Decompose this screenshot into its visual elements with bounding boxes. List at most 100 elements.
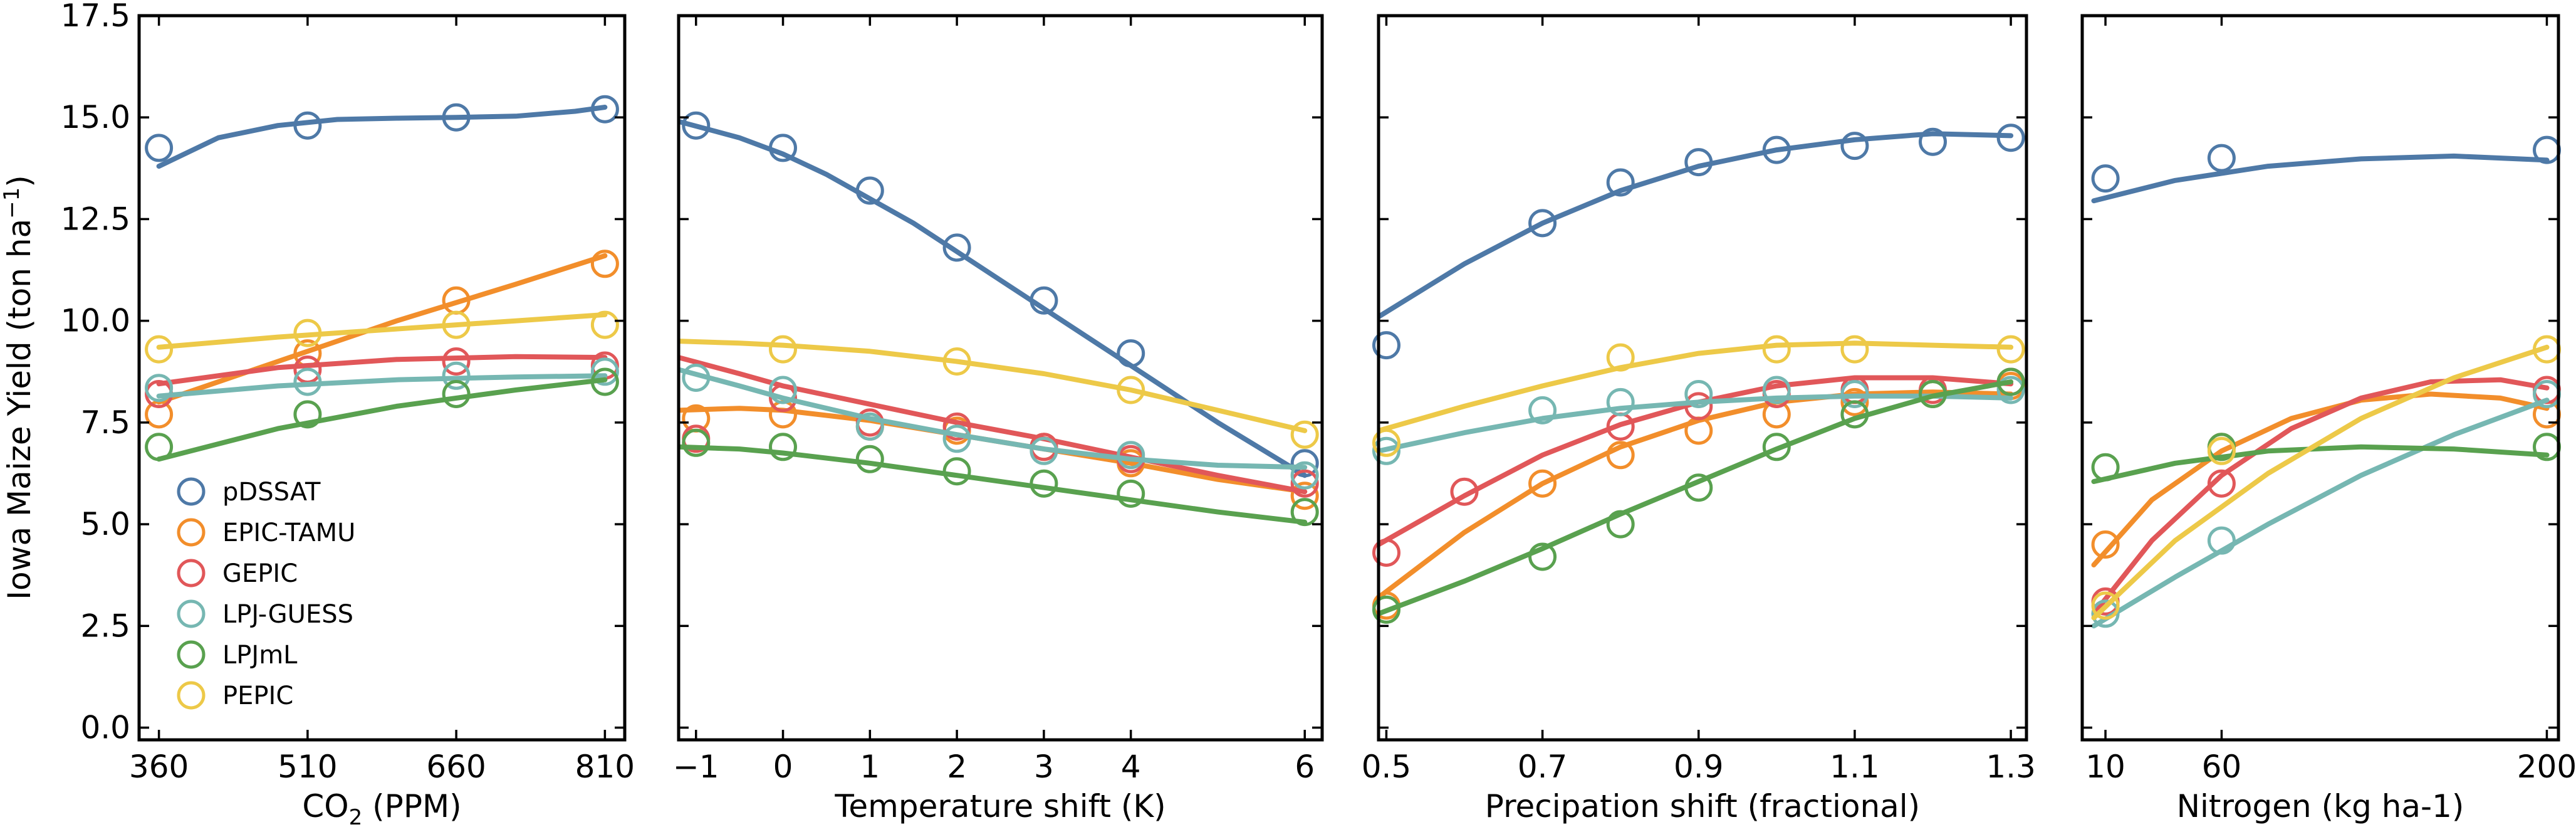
panel-precipitation: 0.5 0.7 0.9 1.1 1.3 Precipation shift (fracti… — [1362, 14, 2036, 824]
data-point-lpjml — [2091, 453, 2120, 482]
data-point-lpj-guess — [769, 376, 797, 404]
fit-line-lpj-guess — [2091, 398, 2550, 629]
data-point-lpjml — [1762, 433, 1791, 461]
data-point-pepic — [2207, 436, 2236, 465]
legend-label: GEPIC — [222, 559, 298, 588]
data-point-lpjml — [1996, 367, 2025, 396]
y-tick-label: 7.5 — [80, 404, 130, 441]
data-point-pepic — [2091, 591, 2120, 620]
legend-label: EPIC-TAMU — [222, 519, 355, 547]
data-point-pepic — [1840, 335, 1869, 364]
data-point-gepic — [769, 384, 797, 413]
data-point-pdssat — [1117, 339, 1145, 368]
y-tick-label: 12.5 — [61, 201, 130, 237]
data-point-lpjml — [855, 445, 884, 473]
data-point-epic-tamu — [1290, 482, 1319, 510]
data-point-epic-tamu — [1528, 469, 1557, 498]
x-axis-title: Nitrogen (kg ha-1) — [2177, 788, 2464, 824]
data-point-pdssat — [1684, 148, 1713, 177]
x-tick-label: 1.1 — [1830, 749, 1880, 785]
y-tick-label: 2.5 — [80, 608, 130, 644]
data-point-epic-tamu — [590, 250, 619, 278]
data-point-lpjml — [942, 457, 971, 486]
legend-marker — [177, 681, 206, 710]
plot-frame — [2080, 14, 2560, 742]
x-tick-label: 2 — [947, 749, 967, 785]
fit-line-lpj-guess — [679, 367, 1308, 470]
data-point-lpj-guess — [1762, 376, 1791, 404]
fit-line-lpjml — [1379, 379, 2014, 616]
data-point-pepic — [1762, 335, 1791, 364]
x-tick-label: 4 — [1121, 749, 1141, 785]
data-point-pepic — [1372, 428, 1400, 457]
fit-line-pdssat — [2091, 153, 2550, 204]
legend-item-pepic: PEPIC — [177, 681, 293, 710]
data-point-lpj-guess — [1117, 441, 1145, 470]
data-point-pepic — [942, 347, 971, 376]
x-tick-label: 10 — [2085, 749, 2125, 785]
data-point-lpj-guess — [1684, 380, 1713, 408]
x-tick-label: 660 — [426, 749, 486, 785]
y-tick-label: 5.0 — [80, 506, 130, 542]
data-point-pdssat — [145, 134, 174, 162]
data-point-pdssat — [442, 103, 471, 132]
legend-item-lpj-guess: LPJ-GUESS — [177, 599, 353, 629]
x-axis-title: Temperature shift (K) — [834, 788, 1165, 824]
fit-line-epic-tamu — [1379, 389, 2014, 600]
x-tick-label: 6 — [1295, 749, 1315, 785]
fit-line-pepic — [2091, 344, 2550, 621]
data-point-pdssat — [1919, 127, 1947, 156]
data-point-lpj-guess — [1996, 376, 2025, 404]
fit-line-gepic — [156, 354, 608, 387]
fit-line-epic-tamu — [2091, 391, 2550, 567]
fit-line-pdssat — [679, 119, 1308, 478]
y-axis-title: Iowa Maize Yield (ton ha−1) — [0, 175, 38, 600]
data-point-epic-tamu — [1840, 387, 1869, 416]
fit-line-gepic — [2091, 377, 2550, 616]
data-point-pepic — [1290, 420, 1319, 449]
data-point-pdssat — [1606, 168, 1635, 197]
data-point-lpj-guess — [590, 357, 619, 386]
legend-marker — [177, 559, 206, 587]
data-point-gepic — [1684, 392, 1713, 421]
legend-item-epic-tamu: EPIC-TAMU — [177, 518, 355, 547]
x-tick-label: 1.3 — [1986, 749, 2036, 785]
data-point-lpj-guess — [942, 424, 971, 453]
data-point-lpjml — [682, 428, 711, 457]
data-point-pepic — [293, 319, 322, 347]
fit-line-pepic — [1379, 340, 2014, 433]
data-point-lpj-guess — [442, 361, 471, 390]
x-tick-label: 60 — [2202, 749, 2242, 785]
x-tick-label: 3 — [1034, 749, 1054, 785]
panel-nitrogen: 10 60 200 Nitrogen (kg ha-1) — [2080, 14, 2576, 824]
data-point-epic-tamu — [2091, 530, 2120, 559]
data-point-pdssat — [769, 134, 797, 162]
fit-line-lpj-guess — [1379, 393, 2014, 454]
data-point-pdssat — [1290, 449, 1319, 478]
fit-line-pepic — [679, 339, 1308, 433]
data-point-lpjml — [1290, 498, 1319, 527]
data-point-gepic — [1290, 469, 1319, 498]
x-tick-label: 810 — [575, 749, 635, 785]
data-point-lpj-guess — [1372, 436, 1400, 465]
data-point-lpj-guess — [1528, 396, 1557, 424]
data-point-pepic — [1117, 376, 1145, 404]
data-point-lpjml — [1919, 380, 1947, 408]
data-point-pdssat — [2091, 164, 2120, 193]
fit-line-pdssat — [156, 105, 608, 169]
panel-temperature: −1 0 1 2 3 4 6 Temperature shift (K) — [673, 14, 1324, 824]
data-point-pdssat — [855, 176, 884, 205]
data-point-gepic — [2207, 469, 2236, 498]
legend-item-gepic: GEPIC — [177, 559, 298, 588]
y-tick-label: 17.5 — [61, 0, 130, 34]
data-point-lpj-guess — [293, 367, 322, 396]
x-tick-label: −1 — [673, 749, 719, 785]
data-point-pepic — [145, 335, 174, 364]
data-point-pdssat — [2207, 144, 2236, 172]
x-tick-label: 0.7 — [1518, 749, 1568, 785]
data-point-pepic — [769, 335, 797, 364]
legend-marker — [177, 599, 206, 628]
x-tick-label: 0.9 — [1674, 749, 1724, 785]
data-point-lpj-guess — [1840, 380, 1869, 408]
fit-line-pdssat — [1379, 131, 2014, 320]
